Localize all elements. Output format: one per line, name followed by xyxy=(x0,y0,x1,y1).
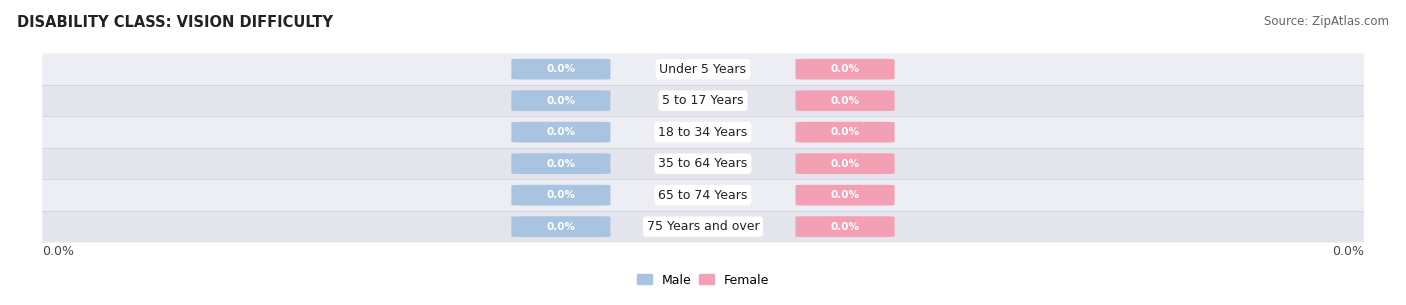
FancyBboxPatch shape xyxy=(42,179,1364,211)
FancyBboxPatch shape xyxy=(512,59,610,80)
Text: 0.0%: 0.0% xyxy=(1331,245,1364,258)
Text: Source: ZipAtlas.com: Source: ZipAtlas.com xyxy=(1264,15,1389,28)
Text: Under 5 Years: Under 5 Years xyxy=(659,63,747,76)
Text: 65 to 74 Years: 65 to 74 Years xyxy=(658,189,748,202)
FancyBboxPatch shape xyxy=(512,122,610,142)
Text: 5 to 17 Years: 5 to 17 Years xyxy=(662,94,744,107)
Text: 0.0%: 0.0% xyxy=(547,190,575,200)
FancyBboxPatch shape xyxy=(796,122,894,142)
Text: 0.0%: 0.0% xyxy=(42,245,75,258)
FancyBboxPatch shape xyxy=(42,53,1364,85)
FancyBboxPatch shape xyxy=(512,153,610,174)
Text: 0.0%: 0.0% xyxy=(547,222,575,232)
Text: 0.0%: 0.0% xyxy=(547,96,575,106)
Text: 0.0%: 0.0% xyxy=(831,159,859,169)
Text: 35 to 64 Years: 35 to 64 Years xyxy=(658,157,748,170)
FancyBboxPatch shape xyxy=(796,216,894,237)
Text: DISABILITY CLASS: VISION DIFFICULTY: DISABILITY CLASS: VISION DIFFICULTY xyxy=(17,15,333,30)
Text: 0.0%: 0.0% xyxy=(547,127,575,137)
Text: 0.0%: 0.0% xyxy=(547,159,575,169)
FancyBboxPatch shape xyxy=(42,211,1364,242)
FancyBboxPatch shape xyxy=(42,148,1364,179)
Legend: Male, Female: Male, Female xyxy=(631,268,775,292)
FancyBboxPatch shape xyxy=(42,85,1364,117)
FancyBboxPatch shape xyxy=(512,216,610,237)
FancyBboxPatch shape xyxy=(796,153,894,174)
Text: 0.0%: 0.0% xyxy=(831,127,859,137)
FancyBboxPatch shape xyxy=(42,117,1364,148)
Text: 75 Years and over: 75 Years and over xyxy=(647,220,759,233)
FancyBboxPatch shape xyxy=(512,90,610,111)
Text: 0.0%: 0.0% xyxy=(831,96,859,106)
Text: 0.0%: 0.0% xyxy=(547,64,575,74)
Text: 18 to 34 Years: 18 to 34 Years xyxy=(658,126,748,139)
FancyBboxPatch shape xyxy=(512,185,610,206)
Text: 0.0%: 0.0% xyxy=(831,64,859,74)
FancyBboxPatch shape xyxy=(796,90,894,111)
Text: 0.0%: 0.0% xyxy=(831,190,859,200)
Text: 0.0%: 0.0% xyxy=(831,222,859,232)
FancyBboxPatch shape xyxy=(796,185,894,206)
FancyBboxPatch shape xyxy=(796,59,894,80)
